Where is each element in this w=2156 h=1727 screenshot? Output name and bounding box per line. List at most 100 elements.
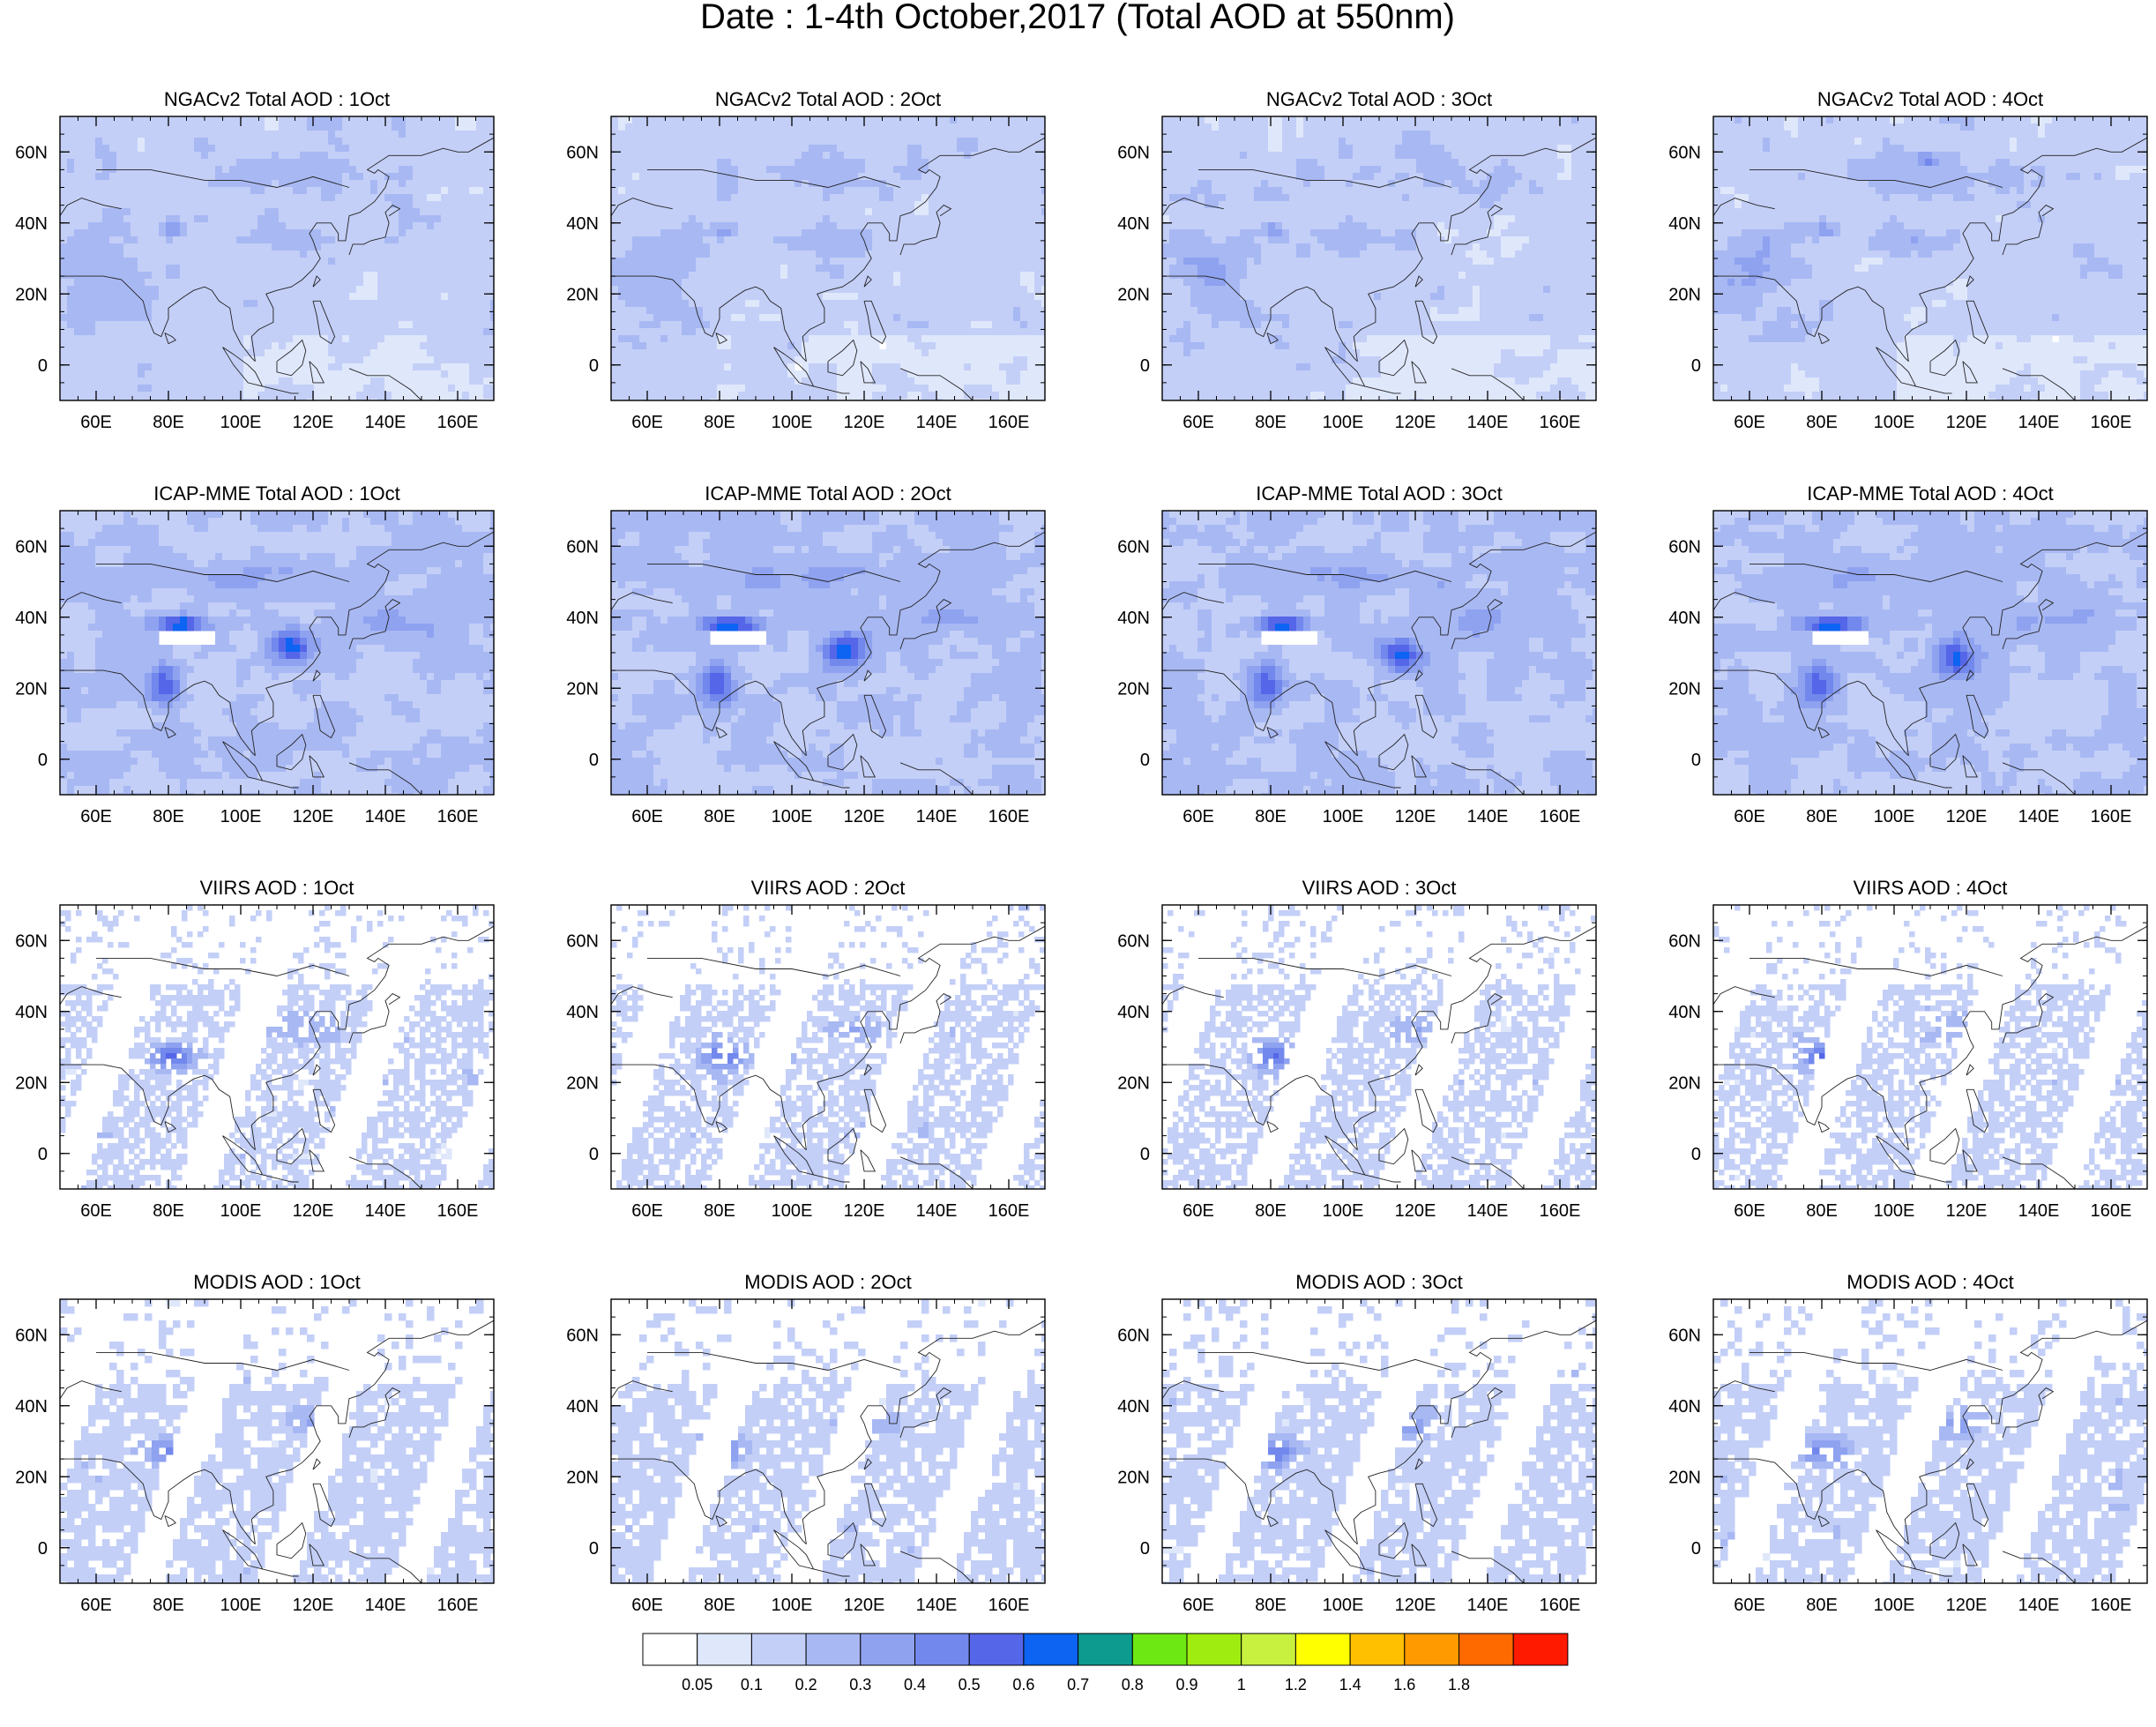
lon-tick-label: 140E — [916, 1201, 958, 1221]
lon-tick-label: 140E — [2018, 1596, 2060, 1615]
lon-tick-label: 60E — [80, 1596, 112, 1615]
map-panel: NGACv2 Total AOD : 2Oct 60E 80E 100E 120E 140… — [566, 88, 1046, 432]
lon-tick-label: 100E — [220, 1201, 262, 1221]
lat-tick-label: 40N — [566, 214, 599, 234]
lat-tick-label: 40N — [1117, 1397, 1150, 1417]
map-panel: VIIRS AOD : 3Oct 60E 80E 100E 120E 140E 160E 0 2… — [1117, 877, 1597, 1221]
aod-field — [611, 905, 1045, 1189]
aod-field — [1162, 116, 1596, 400]
panel-title: VIIRS AOD : 2Oct — [751, 877, 906, 899]
lat-tick-label: 20N — [566, 1468, 599, 1487]
lat-tick-label: 60N — [1668, 537, 1701, 557]
lon-tick-label: 80E — [704, 1596, 735, 1615]
lon-tick-label: 60E — [631, 1201, 663, 1221]
lon-tick-label: 80E — [704, 413, 735, 432]
colorbar-label: 0.7 — [1067, 1676, 1089, 1693]
map-panel: MODIS AOD : 4Oct 60E 80E 100E 120E 140E 160E 0 2… — [1668, 1271, 2148, 1615]
lon-tick-label: 120E — [844, 1201, 885, 1221]
lat-tick-label: 0 — [589, 356, 599, 376]
lon-tick-label: 160E — [988, 1596, 1030, 1615]
lat-tick-label: 0 — [1140, 1145, 1150, 1164]
lat-tick-label: 60N — [1117, 1326, 1150, 1345]
coastlines — [611, 531, 1045, 795]
colorbar-swatch — [642, 1633, 698, 1666]
lon-tick-label: 60E — [1182, 1201, 1214, 1221]
lon-tick-label: 100E — [220, 1596, 262, 1615]
colorbar-swatch — [1458, 1633, 1514, 1666]
lat-tick-label: 0 — [1691, 356, 1701, 376]
lon-tick-label: 80E — [704, 807, 735, 826]
lon-tick-label: 80E — [1255, 1201, 1287, 1221]
panel-grid: NGACv2 Total AOD : 1Oct 60E 80E 100E 120E 140… — [15, 88, 2148, 1615]
lon-tick-label: 60E — [631, 807, 663, 826]
colorbar-swatch — [860, 1633, 915, 1666]
map-panel: ICAP-MME Total AOD : 2Oct 60E 80E 100E 120E 1… — [566, 482, 1046, 826]
lon-tick-label: 60E — [1182, 1596, 1214, 1615]
lat-tick-label: 40N — [1668, 609, 1701, 628]
lon-tick-label: 160E — [988, 1201, 1030, 1221]
colorbar-label: 0.1 — [741, 1676, 763, 1693]
lon-tick-label: 100E — [220, 807, 262, 826]
aod-field — [1162, 1299, 1596, 1583]
figure-title: Date : 1-4th October,2017 (Total AOD at … — [700, 0, 1455, 36]
colorbar-swatch — [914, 1633, 970, 1666]
map-panel: ICAP-MME Total AOD : 1Oct 60E 80E 100E 120E 1… — [15, 482, 495, 826]
colorbar: 0.05 0.1 0.2 0.3 0.4 0.5 0.6 0.7 0.8 0.9 1 1.2 1.4 1.… — [642, 1633, 1569, 1693]
panel-title: NGACv2 Total AOD : 4Oct — [1817, 88, 2043, 110]
map-panel: MODIS AOD : 1Oct 60E 80E 100E 120E 140E 160E 0 2… — [15, 1271, 495, 1615]
lon-tick-label: 160E — [1540, 413, 1581, 432]
lon-tick-label: 100E — [772, 807, 813, 826]
lat-tick-label: 0 — [38, 356, 48, 376]
lon-tick-label: 60E — [80, 1201, 112, 1221]
lat-tick-label: 20N — [15, 1468, 48, 1487]
colorbar-label: 0.9 — [1175, 1676, 1197, 1693]
lat-tick-label: 20N — [15, 285, 48, 304]
lon-tick-label: 100E — [1874, 807, 1915, 826]
map-panel: VIIRS AOD : 2Oct 60E 80E 100E 120E 140E 160E 0 2… — [566, 877, 1046, 1221]
colorbar-swatch — [805, 1633, 862, 1666]
lon-tick-label: 140E — [916, 1596, 958, 1615]
lon-tick-label: 120E — [1946, 1596, 1988, 1615]
lat-tick-label: 20N — [1117, 285, 1150, 304]
lat-tick-label: 20N — [1117, 679, 1150, 699]
map-panel: NGACv2 Total AOD : 3Oct 60E 80E 100E 120E 140… — [1117, 88, 1597, 432]
lon-tick-label: 80E — [153, 807, 184, 826]
lon-tick-label: 100E — [772, 1596, 813, 1615]
lat-tick-label: 60N — [566, 931, 599, 951]
lon-tick-label: 60E — [631, 1596, 663, 1615]
colorbar-label: 0.05 — [682, 1676, 712, 1693]
panel-title: NGACv2 Total AOD : 3Oct — [1266, 88, 1492, 110]
lon-tick-label: 140E — [1467, 1201, 1509, 1221]
panel-title: MODIS AOD : 2Oct — [744, 1271, 911, 1293]
aod-field — [60, 905, 494, 1189]
lat-tick-label: 40N — [566, 1003, 599, 1022]
lat-tick-label: 60N — [566, 143, 599, 162]
lon-tick-label: 100E — [1874, 413, 1915, 432]
lon-tick-label: 160E — [1540, 1596, 1581, 1615]
lat-tick-label: 20N — [1668, 1073, 1701, 1093]
coastlines — [1162, 1320, 1596, 1583]
lat-tick-label: 60N — [1668, 1326, 1701, 1345]
panel-title: ICAP-MME Total AOD : 3Oct — [1256, 482, 1503, 505]
colorbar-label: 1.8 — [1448, 1676, 1470, 1693]
lat-tick-label: 60N — [15, 143, 48, 162]
aod-field — [611, 116, 1045, 400]
lon-tick-label: 140E — [365, 1201, 407, 1221]
aod-field — [1162, 905, 1596, 1189]
lon-tick-label: 80E — [704, 1201, 735, 1221]
coastlines — [60, 531, 494, 795]
lat-tick-label: 20N — [1117, 1073, 1150, 1093]
lat-tick-label: 20N — [1117, 1468, 1150, 1487]
lon-tick-label: 140E — [1467, 1596, 1509, 1615]
lon-tick-label: 100E — [772, 413, 813, 432]
lon-tick-label: 140E — [1467, 807, 1509, 826]
colorbar-label: 0.3 — [849, 1676, 871, 1693]
lat-tick-label: 40N — [566, 1397, 599, 1417]
colorbar-label: 0.5 — [959, 1676, 981, 1693]
map-panel: NGACv2 Total AOD : 1Oct 60E 80E 100E 120E 140… — [15, 88, 495, 432]
map-panel: MODIS AOD : 2Oct 60E 80E 100E 120E 140E 160E 0 2… — [566, 1271, 1046, 1615]
lon-tick-label: 60E — [1182, 807, 1214, 826]
lon-tick-label: 160E — [988, 807, 1030, 826]
lon-tick-label: 80E — [1806, 1596, 1838, 1615]
